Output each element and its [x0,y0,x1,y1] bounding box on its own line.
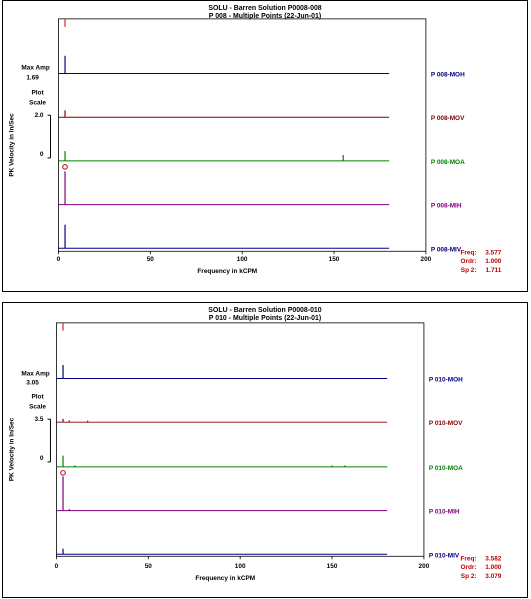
x-tick-label: 150 [329,256,340,263]
x-tick-label: 50 [147,256,155,263]
max-amp-value: 1.69 [26,74,39,81]
x-tick-label: 200 [421,256,432,263]
series-legend-label: P 010-MIV [429,552,460,559]
series-legend-label: P 008-MOH [431,71,465,78]
chart-subtitle: P 008 - Multiple Points (22-Jun-01) [209,13,321,20]
plot-scale-value: 2.0 [35,112,44,119]
plot-scale-label: Plot [31,89,44,96]
chart-subtitle: P 010 - Multiple Points (22-Jun-01) [209,315,321,322]
series-legend-label: P 010-MOV [429,420,463,427]
x-tick-label: 0 [55,563,59,570]
series-legend-label: P 008-MOV [431,115,465,122]
cursor-readout-value: 3.079 [485,573,502,580]
cursor-readout-value: 3.577 [485,249,502,256]
plot-frame [58,18,427,252]
plot-scale-label: Plot [31,393,44,400]
series-legend-label: P 010-MIH [429,509,460,516]
cursor-circle [62,164,68,170]
cursor-readout-label: Ordr: [460,258,476,265]
plot-scale-value: 3.5 [35,416,44,423]
x-tick-label: 200 [419,563,430,570]
cursor-readout-label: Sp 2: [461,267,477,274]
series-legend-label: P 010-MOH [429,376,463,383]
series-legend-label: P 008-MOA [431,159,465,166]
cursor-readout-label: Freq: [460,555,476,562]
max-amp-label: Max Amp [21,65,49,72]
x-tick-label: 150 [327,563,338,570]
cursor-readout-value: 1.000 [485,258,502,265]
cursor-readout-label: Freq: [460,249,476,256]
zero-label: 0 [40,455,44,462]
cursor-readout-label: Ordr: [460,564,476,571]
cursor-readout-value: 1.711 [486,267,502,274]
spectrum-panel-2: SOLU - Barren Solution P0008-010 P 010 - … [2,302,528,598]
zero-label: 0 [40,151,44,158]
series-legend-label: P 008-MIH [431,203,462,210]
cursor-readout-value: 1.000 [485,564,502,571]
x-axis-label: Frequency in kCPM [197,268,257,275]
x-tick-label: 50 [145,563,153,570]
x-axis-label: Frequency in kCPM [195,575,255,582]
series-legend-label: P 010-MOA [429,465,463,472]
spectrum-panel-1: SOLU - Barren Solution P0008-008 P 008 - … [2,0,528,292]
plot-scale-label: Scale [29,99,46,106]
cursor-readout-label: Sp 2: [461,573,477,580]
cursor-readout-value: 3.582 [485,555,502,562]
x-tick-label: 100 [237,256,248,263]
y-axis-label: PK Velocity in In/Sec [9,417,16,481]
y-axis-label: PK Velocity in In/Sec [9,113,16,177]
plot-frame [56,322,425,557]
plot-scale-label: Scale [29,403,46,410]
max-amp-value: 3.05 [26,379,39,386]
max-amp-label: Max Amp [21,371,49,378]
chart-title: SOLU - Barren Solution P0008-008 [208,5,321,12]
x-tick-label: 100 [235,563,246,570]
x-tick-label: 0 [57,256,61,263]
chart-title: SOLU - Barren Solution P0008-010 [208,307,321,314]
cursor-circle [60,470,66,476]
series-legend-label: P 008-MIV [431,246,462,253]
